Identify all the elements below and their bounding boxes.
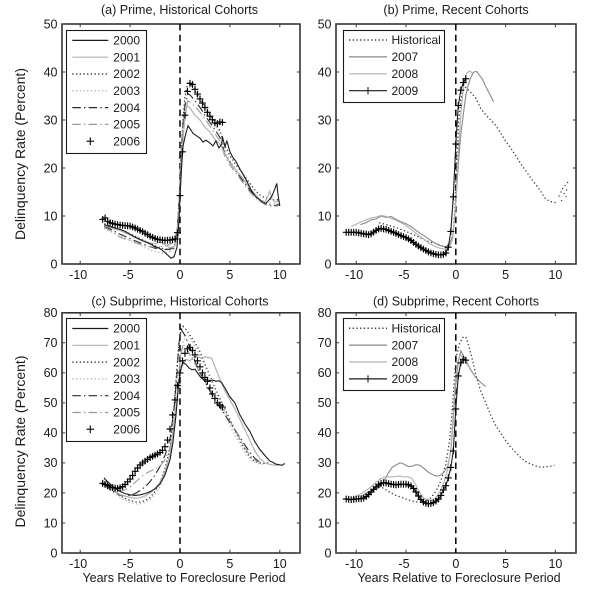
svg-text:5: 5: [226, 268, 233, 282]
svg-text:40: 40: [44, 65, 58, 79]
svg-text:20: 20: [44, 486, 58, 500]
svg-text:(b) Prime, Recent Cohorts: (b) Prime, Recent Cohorts: [383, 3, 528, 17]
svg-text:40: 40: [44, 426, 58, 440]
svg-text:2002: 2002: [113, 355, 140, 369]
svg-text:(a) Prime, Historical Cohorts: (a) Prime, Historical Cohorts: [101, 3, 258, 17]
svg-text:30: 30: [318, 113, 332, 127]
svg-text:2003: 2003: [113, 372, 140, 386]
svg-text:2004: 2004: [113, 101, 140, 115]
svg-text:Delinquency Rate (Percent): Delinquency Rate (Percent): [12, 356, 28, 528]
svg-text:80: 80: [318, 306, 332, 320]
svg-text:-10: -10: [345, 557, 363, 571]
svg-text:2009: 2009: [392, 84, 419, 98]
svg-text:-5: -5: [123, 557, 134, 571]
svg-text:Years Relative to Foreclosure: Years Relative to Foreclosure Period: [82, 571, 285, 585]
svg-text:Years Relative to Foreclosure: Years Relative to Foreclosure Period: [357, 571, 560, 585]
svg-text:20: 20: [318, 486, 332, 500]
svg-text:0: 0: [177, 268, 184, 282]
svg-text:0: 0: [51, 546, 58, 560]
svg-text:30: 30: [44, 113, 58, 127]
svg-text:10: 10: [548, 557, 562, 571]
svg-text:2001: 2001: [113, 50, 140, 64]
svg-text:Historical: Historical: [392, 321, 441, 335]
svg-text:2003: 2003: [113, 84, 140, 98]
svg-text:70: 70: [318, 336, 332, 350]
svg-text:50: 50: [44, 17, 58, 31]
svg-text:10: 10: [548, 268, 562, 282]
svg-text:40: 40: [318, 65, 332, 79]
svg-text:5: 5: [226, 557, 233, 571]
svg-text:80: 80: [44, 306, 58, 320]
svg-text:-10: -10: [345, 268, 363, 282]
svg-text:(c) Subprime, Historical Cohor: (c) Subprime, Historical Cohorts: [91, 294, 268, 308]
svg-text:0: 0: [452, 557, 459, 571]
svg-text:2004: 2004: [113, 389, 140, 403]
svg-text:2000: 2000: [113, 322, 140, 336]
svg-text:40: 40: [318, 426, 332, 440]
svg-text:50: 50: [318, 17, 332, 31]
svg-text:2006: 2006: [113, 423, 140, 437]
svg-text:-10: -10: [69, 268, 87, 282]
svg-text:60: 60: [44, 366, 58, 380]
svg-text:2006: 2006: [113, 134, 140, 148]
svg-text:30: 30: [318, 456, 332, 470]
svg-text:10: 10: [273, 557, 287, 571]
svg-text:2001: 2001: [113, 339, 140, 353]
svg-text:-5: -5: [398, 268, 409, 282]
svg-text:Historical: Historical: [392, 33, 441, 47]
svg-text:2008: 2008: [392, 67, 419, 81]
svg-text:(d) Subprime, Recent Cohorts: (d) Subprime, Recent Cohorts: [373, 294, 539, 308]
svg-text:5: 5: [502, 557, 509, 571]
svg-text:5: 5: [502, 268, 509, 282]
svg-text:60: 60: [318, 366, 332, 380]
svg-text:2007: 2007: [392, 338, 419, 352]
svg-text:50: 50: [318, 396, 332, 410]
svg-text:0: 0: [452, 268, 459, 282]
svg-text:30: 30: [44, 456, 58, 470]
svg-text:10: 10: [44, 516, 58, 530]
svg-text:2009: 2009: [392, 372, 419, 386]
svg-text:2005: 2005: [113, 406, 140, 420]
svg-text:2000: 2000: [113, 34, 140, 48]
svg-text:2002: 2002: [113, 67, 140, 81]
svg-text:Delinquency Rate (Percent): Delinquency Rate (Percent): [12, 68, 28, 240]
svg-text:10: 10: [318, 516, 332, 530]
svg-text:2005: 2005: [113, 118, 140, 132]
svg-text:20: 20: [44, 161, 58, 175]
svg-text:20: 20: [318, 161, 332, 175]
svg-text:-5: -5: [123, 268, 134, 282]
svg-text:10: 10: [44, 209, 58, 223]
svg-text:2008: 2008: [392, 355, 419, 369]
svg-text:0: 0: [177, 557, 184, 571]
svg-text:10: 10: [318, 209, 332, 223]
svg-text:50: 50: [44, 396, 58, 410]
svg-text:-10: -10: [69, 557, 87, 571]
svg-text:70: 70: [44, 336, 58, 350]
svg-text:0: 0: [325, 257, 332, 271]
svg-text:-5: -5: [398, 557, 409, 571]
svg-text:0: 0: [325, 546, 332, 560]
svg-text:0: 0: [51, 257, 58, 271]
svg-text:10: 10: [273, 268, 287, 282]
svg-text:2007: 2007: [392, 50, 419, 64]
